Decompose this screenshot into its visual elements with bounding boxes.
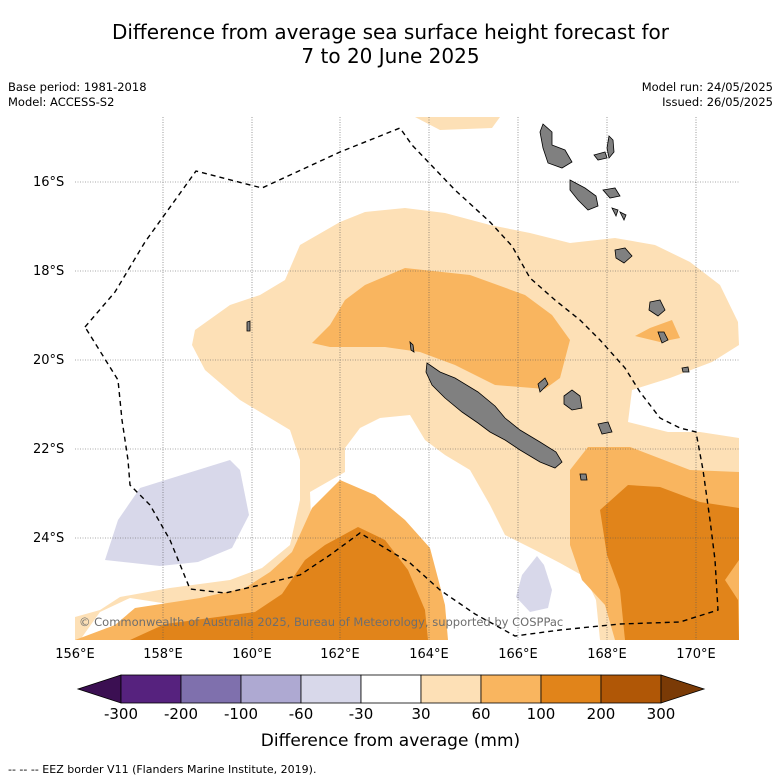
anomaly-region-neg-30-60 <box>105 460 249 566</box>
island <box>619 211 627 221</box>
vanuatu-island-malakula <box>569 179 599 211</box>
anomaly-region-100-200 <box>600 485 739 640</box>
colorbar-cell <box>300 674 362 704</box>
lat-label: 24°S <box>33 531 65 546</box>
land-masses <box>246 123 690 481</box>
colorbar-tick-label: -200 <box>163 705 199 723</box>
colorbar-tick-label: 60 <box>471 705 491 723</box>
colorbar-cell <box>180 674 242 704</box>
new-caledonia-island <box>425 362 563 469</box>
loyalty-island-lifou <box>563 389 583 411</box>
island <box>409 340 415 353</box>
model-run: Model run: 24/05/2025 <box>641 80 773 94</box>
chart-title: Difference from average sea surface heig… <box>0 20 781 68</box>
colorbar-tick-label: 200 <box>586 705 616 723</box>
colorbar-cell <box>540 674 602 704</box>
colorbar-tick-label: 100 <box>526 705 556 723</box>
colorbar-title: Difference from average (mm) <box>260 731 521 751</box>
island <box>681 366 690 373</box>
colorbar-extension-high <box>660 674 706 704</box>
colorbar-tick-label: -60 <box>288 705 314 723</box>
eez-border <box>84 127 719 637</box>
island <box>246 320 251 332</box>
meta-right: Model run: 24/05/2025 Issued: 26/05/2025 <box>642 80 773 110</box>
colorbar-cell <box>240 674 302 704</box>
lat-label: 22°S <box>33 442 65 457</box>
issued-date: Issued: 26/05/2025 <box>662 95 773 109</box>
meta-left: Base period: 1981-2018 Model: ACCESS-S2 <box>8 80 147 110</box>
lat-label: 18°S <box>33 264 65 279</box>
vanuatu-island-santo <box>539 123 573 169</box>
island <box>611 207 619 218</box>
lon-label: 162°E <box>320 647 360 662</box>
copyright-notice: © Commonwealth of Australia 2025, Bureau… <box>79 615 564 629</box>
loyalty-island-mare <box>597 421 613 435</box>
island <box>579 473 588 481</box>
vanuatu-island <box>593 151 608 161</box>
lat-label: 16°S <box>33 175 65 190</box>
base-period: Base period: 1981-2018 <box>8 80 147 94</box>
lat-label: 20°S <box>33 353 65 368</box>
title-line-1: Difference from average sea surface heig… <box>111 20 670 44</box>
lon-label: 166°E <box>498 647 538 662</box>
lon-label: 164°E <box>409 647 449 662</box>
colorbar-extension-low <box>76 674 122 704</box>
anomaly-region-neg-30-60 <box>516 556 552 612</box>
model-name: Model: ACCESS-S2 <box>8 95 115 109</box>
loyalty-island-ouvea <box>537 377 549 393</box>
map-area <box>75 117 739 640</box>
lon-label: 156°E <box>55 647 95 662</box>
colorbar-cells <box>76 674 706 704</box>
anomaly-region-100-200 <box>130 527 428 640</box>
colorbar-tick-label: -300 <box>103 705 139 723</box>
lon-label: 168°E <box>587 647 627 662</box>
colorbar-cell <box>120 674 182 704</box>
colorbar-tick-label: -100 <box>223 705 259 723</box>
vanuatu-island <box>606 135 615 159</box>
colorbar-cell <box>600 674 662 704</box>
title-line-2: 7 to 20 June 2025 <box>301 44 480 68</box>
eez-footnote: -- -- -- EEZ border V11 (Flanders Marine… <box>8 763 317 776</box>
colorbar-cell <box>480 674 542 704</box>
anomaly-region-60-100 <box>312 268 570 389</box>
gridlines <box>75 117 739 640</box>
lon-label: 158°E <box>143 647 183 662</box>
colorbar-cell <box>420 674 482 704</box>
colorbar-tick-label: 300 <box>646 705 676 723</box>
vanuatu-island-tanna <box>614 247 633 264</box>
island <box>657 331 669 344</box>
lon-label: 170°E <box>676 647 716 662</box>
colorbar-tick-label: 30 <box>411 705 431 723</box>
anomaly-region-60-100 <box>635 320 680 342</box>
colorbar-tick-label: -30 <box>348 705 374 723</box>
anomaly-region-30-60 <box>415 117 500 130</box>
island <box>648 299 666 317</box>
lon-label: 160°E <box>232 647 272 662</box>
colorbar-cell <box>360 674 422 704</box>
vanuatu-island-efate <box>602 187 621 199</box>
